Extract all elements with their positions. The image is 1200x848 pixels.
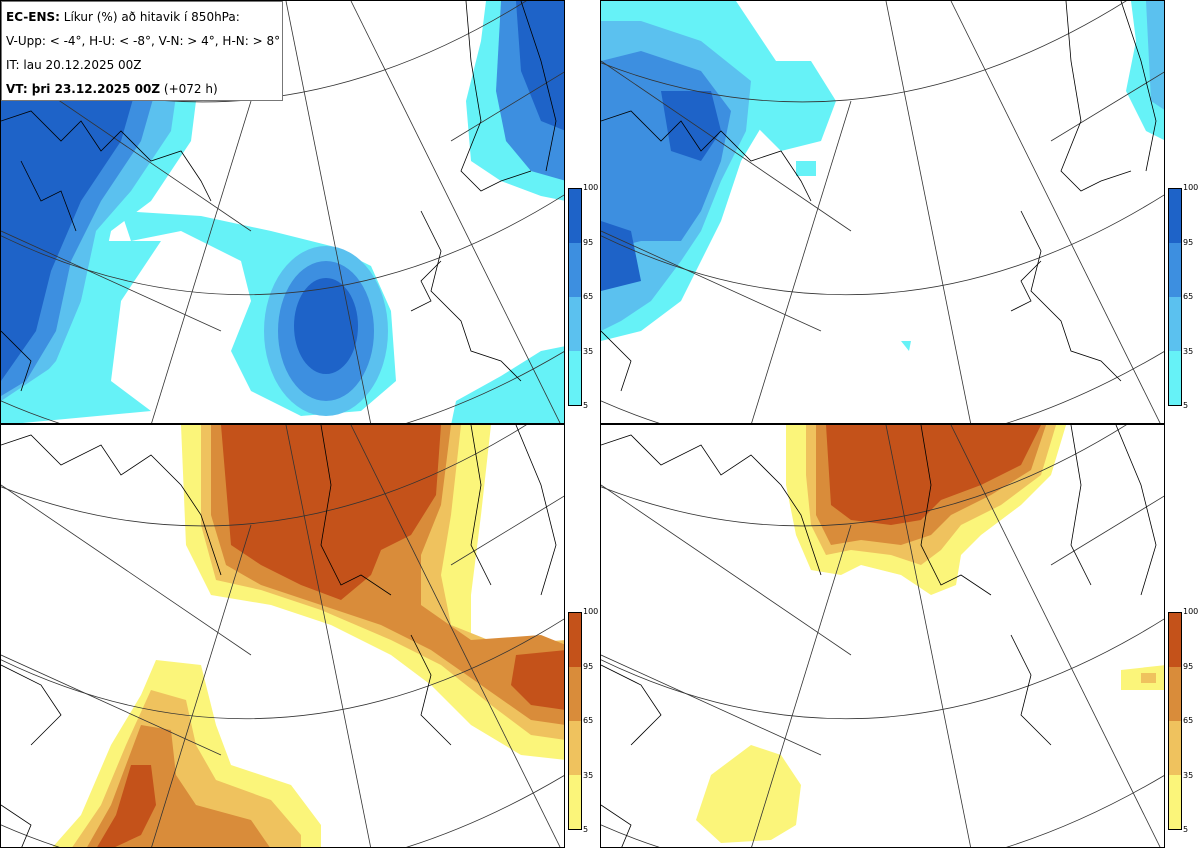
map-warm-8 xyxy=(601,425,1164,847)
colorbar-ticks: 100 95 65 35 5 xyxy=(1183,608,1199,838)
graticule xyxy=(1,1,564,423)
colorbar-cold-right xyxy=(1168,188,1182,406)
tick-label: 95 xyxy=(1183,238,1194,247)
info-title: Líkur (%) að hitavik í 850hPa: xyxy=(63,10,240,24)
tick-label: 65 xyxy=(583,292,594,301)
cbar-swatch xyxy=(1169,775,1181,829)
tick-label: 35 xyxy=(1183,347,1194,356)
cbar-swatch xyxy=(569,667,581,721)
map-panel-cold-4: EC-ENS: Líkur (%) að hitavik í 850hPa: V… xyxy=(0,0,565,424)
cbar-swatch xyxy=(569,189,581,243)
tick-label: 35 xyxy=(583,771,594,780)
tick-label: 35 xyxy=(583,347,594,356)
tick-label: 5 xyxy=(1183,401,1189,410)
map-panel-cold-8 xyxy=(600,0,1165,424)
info-init-time: IT: lau 20.12.2025 00Z xyxy=(6,58,142,72)
tick-label: 95 xyxy=(1183,662,1194,671)
cbar-swatch xyxy=(569,721,581,775)
map-cold-8 xyxy=(601,1,1164,423)
cbar-swatch xyxy=(569,297,581,351)
colorbar-ticks: 100 95 65 35 5 xyxy=(583,608,599,838)
tick-label: 95 xyxy=(583,238,594,247)
tick-label: 5 xyxy=(1183,825,1189,834)
tick-label: 5 xyxy=(583,825,589,834)
cbar-swatch xyxy=(569,243,581,297)
colorbar-cold-left xyxy=(568,188,582,406)
info-valid-time: VT: þri 23.12.2025 00Z xyxy=(6,82,161,96)
colorbar-warm-left xyxy=(568,612,582,830)
warm-prob-field xyxy=(52,425,564,847)
info-thresholds: V-Upp: < -4°, H-U: < -8°, V-N: > 4°, H-N… xyxy=(6,34,281,48)
cbar-swatch xyxy=(1169,189,1181,243)
cbar-swatch xyxy=(1169,667,1181,721)
cbar-swatch xyxy=(1169,721,1181,775)
cold-prob-field xyxy=(601,1,1164,351)
tick-label: 65 xyxy=(1183,292,1194,301)
tick-label: 100 xyxy=(583,183,599,192)
coastlines xyxy=(1,1,557,392)
graticule xyxy=(601,1,1164,423)
tick-label: 65 xyxy=(583,716,594,725)
map-panel-warm-8 xyxy=(600,424,1165,848)
cbar-swatch xyxy=(569,613,581,667)
info-lead: (+072 h) xyxy=(163,82,218,96)
colorbar-ticks: 100 95 65 35 5 xyxy=(1183,184,1199,414)
cbar-swatch xyxy=(1169,613,1181,667)
tick-label: 65 xyxy=(1183,716,1194,725)
map-warm-4 xyxy=(1,425,564,847)
coastlines xyxy=(1,425,557,847)
cbar-swatch xyxy=(1169,297,1181,351)
cbar-swatch xyxy=(1169,351,1181,405)
map-panel-warm-4 xyxy=(0,424,565,848)
coastlines xyxy=(601,1,1157,392)
cbar-swatch xyxy=(569,351,581,405)
graticule xyxy=(1,425,564,847)
colorbar-warm-right xyxy=(1168,612,1182,830)
warm-prob-field xyxy=(696,425,1164,843)
tick-label: 35 xyxy=(1183,771,1194,780)
colorbar-ticks: 100 95 65 35 5 xyxy=(583,184,599,414)
cbar-swatch xyxy=(569,775,581,829)
tick-label: 100 xyxy=(1183,183,1199,192)
tick-label: 5 xyxy=(583,401,589,410)
tick-label: 100 xyxy=(583,607,599,616)
info-model: EC-ENS: xyxy=(6,10,60,24)
graticule xyxy=(601,425,1164,847)
cbar-swatch xyxy=(1169,243,1181,297)
coastlines xyxy=(601,425,1157,847)
tick-label: 100 xyxy=(1183,607,1199,616)
info-box: EC-ENS: Líkur (%) að hitavik í 850hPa: V… xyxy=(1,1,283,101)
tick-label: 95 xyxy=(583,662,594,671)
